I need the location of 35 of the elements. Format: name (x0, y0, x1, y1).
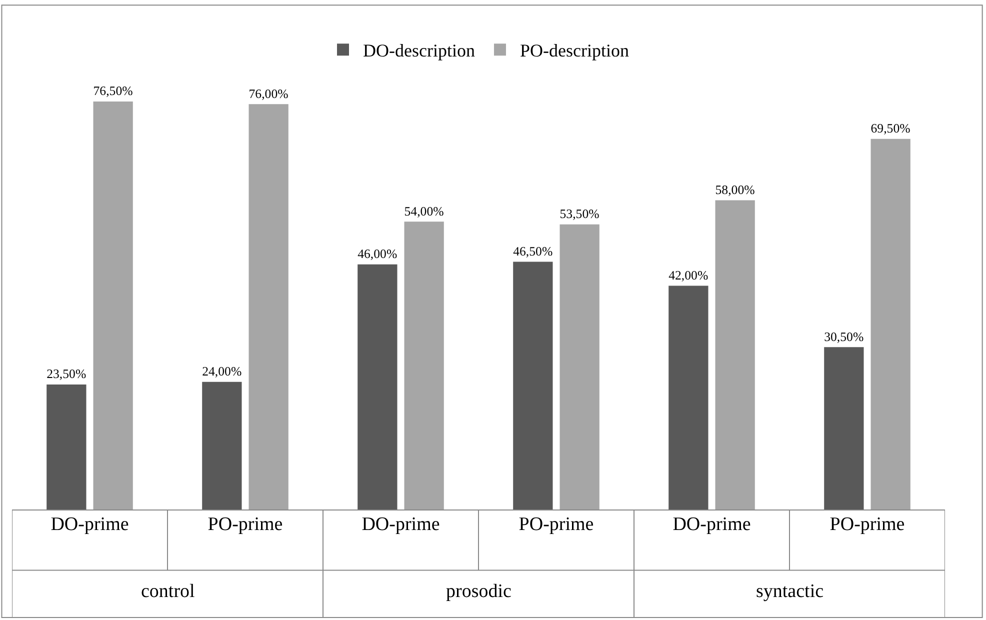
x-tick-label: DO-prime (362, 514, 440, 535)
bar (93, 102, 133, 510)
data-label: 46,00% (358, 246, 398, 261)
x-tick-label: PO-prime (518, 514, 594, 535)
bar (358, 264, 398, 510)
bar (870, 138, 910, 510)
data-label: 53,50% (560, 206, 600, 221)
x-tick-label: DO-prime (50, 514, 129, 535)
text: prosodic (446, 581, 512, 602)
data-label: 76,50% (93, 84, 134, 98)
bar (560, 224, 600, 510)
data-label: 46,50% (513, 244, 553, 258)
data-label: 69,50% (870, 122, 911, 136)
x-tick-label: PO-prime (830, 514, 905, 535)
bar (715, 200, 755, 510)
bar (513, 262, 553, 510)
x-tick-label: PO-prime (208, 514, 283, 535)
legend-label: DO-description (363, 40, 475, 61)
bar (202, 382, 242, 510)
data-label: 76,00% (248, 86, 289, 101)
data-label: 54,00% (404, 204, 444, 218)
text: syntactic (756, 581, 824, 602)
x-tick-label: DO-prime (672, 514, 751, 535)
legend-label: PO-description (520, 40, 629, 61)
text: control (141, 581, 195, 602)
data-label: 58,00% (715, 182, 756, 197)
bar (668, 286, 708, 510)
data-label: 42,00% (668, 268, 708, 282)
bar (248, 104, 288, 510)
bar (404, 222, 444, 510)
bar (46, 384, 86, 510)
bar (824, 347, 864, 510)
data-label: 24,00% (202, 364, 242, 378)
data-label: 30,50% (824, 330, 864, 344)
data-label: 23,50% (46, 367, 86, 382)
